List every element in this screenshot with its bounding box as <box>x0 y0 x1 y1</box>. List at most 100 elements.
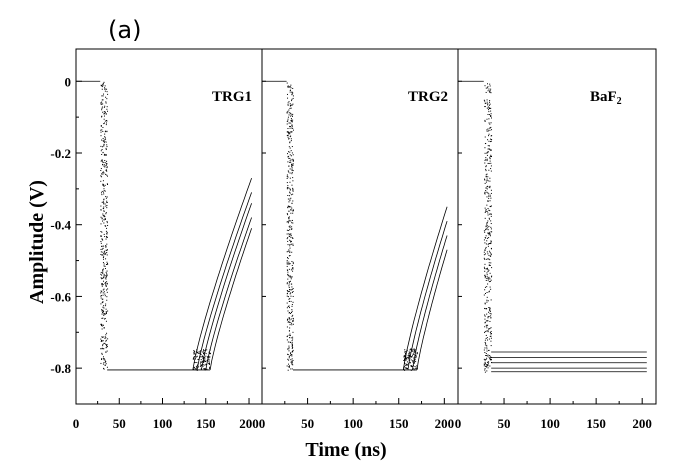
edge-sample <box>487 317 489 319</box>
edge-sample <box>490 113 492 115</box>
edge-sample <box>485 170 487 172</box>
recovery-sample <box>193 367 195 369</box>
recovery-sample <box>200 359 202 361</box>
edge-sample <box>292 338 294 340</box>
edge-sample <box>286 182 288 184</box>
edge-sample <box>486 160 488 162</box>
edge-sample <box>287 86 289 88</box>
recovery-sample <box>193 356 195 358</box>
edge-sample <box>104 293 106 295</box>
channel-label-baf2-base: BaF <box>590 89 617 105</box>
edge-sample <box>102 270 104 272</box>
edge-sample <box>103 165 105 167</box>
recovery-sample <box>196 351 198 353</box>
edge-sample <box>484 315 486 317</box>
edge-sample <box>490 154 492 156</box>
edge-sample <box>488 186 490 188</box>
edge-sample <box>489 160 491 162</box>
edge-sample <box>489 328 491 330</box>
edge-sample <box>105 258 107 260</box>
edge-sample <box>288 276 290 278</box>
edge-sample <box>100 102 102 104</box>
edge-sample <box>101 176 103 178</box>
recovery-sample <box>206 368 208 370</box>
edge-sample <box>484 263 486 265</box>
edge-sample <box>487 229 489 231</box>
edge-sample <box>104 337 106 339</box>
edge-sample <box>291 288 293 290</box>
y-tick-label: -0.2 <box>50 146 71 161</box>
edge-sample <box>486 178 488 180</box>
recovery-sample <box>411 366 413 368</box>
edge-sample <box>104 313 106 315</box>
recovery-sample <box>208 357 210 359</box>
edge-sample <box>487 104 489 106</box>
edge-sample <box>487 237 489 239</box>
edge-sample <box>106 196 108 198</box>
edge-sample <box>486 325 488 327</box>
edge-sample <box>486 350 488 352</box>
edge-sample <box>107 310 109 312</box>
edge-sample <box>290 318 292 320</box>
recovery-trace <box>412 235 448 370</box>
edge-sample <box>291 311 293 313</box>
edge-sample <box>291 286 293 288</box>
edge-sample <box>100 168 102 170</box>
edge-sample <box>287 170 289 172</box>
edge-sample <box>291 345 293 347</box>
recovery-trace <box>201 203 252 370</box>
edge-sample <box>106 283 108 285</box>
edge-sample <box>102 289 104 291</box>
edge-sample <box>487 226 489 228</box>
edge-sample <box>100 295 102 297</box>
edge-sample <box>484 106 486 108</box>
edge-sample <box>100 297 102 299</box>
edge-sample <box>487 192 489 194</box>
edge-sample <box>102 161 104 163</box>
edge-sample <box>106 233 108 235</box>
edge-sample <box>103 115 105 117</box>
edge-sample <box>103 327 105 329</box>
edge-sample <box>100 292 102 294</box>
edge-sample <box>101 116 103 118</box>
edge-sample <box>289 198 291 200</box>
edge-sample <box>102 84 104 86</box>
edge-sample <box>484 231 486 233</box>
edge-sample <box>488 133 490 135</box>
edge-sample <box>106 344 108 346</box>
edge-sample <box>291 173 293 175</box>
edge-sample <box>288 363 290 365</box>
edge-sample <box>488 140 490 142</box>
recovery-sample <box>410 359 412 361</box>
edge-sample <box>489 123 491 125</box>
edge-sample <box>289 192 291 194</box>
recovery-sample <box>403 367 405 369</box>
recovery-sample <box>209 363 211 365</box>
edge-sample <box>103 106 105 108</box>
edge-sample <box>490 122 492 124</box>
edge-sample <box>490 333 492 335</box>
edge-sample <box>286 153 288 155</box>
edge-sample <box>484 351 486 353</box>
edge-sample <box>105 339 107 341</box>
edge-sample <box>103 81 105 83</box>
edge-sample <box>489 213 491 215</box>
edge-sample <box>286 261 288 263</box>
edge-sample <box>490 231 492 233</box>
edge-sample <box>486 308 488 310</box>
edge-sample <box>106 120 108 122</box>
recovery-sample <box>408 351 410 353</box>
x-tick-label: 200 <box>239 416 259 431</box>
edge-sample <box>105 285 107 287</box>
edge-sample <box>104 161 106 163</box>
edge-sample <box>486 291 488 293</box>
edge-sample <box>286 221 288 223</box>
edge-sample <box>100 235 102 237</box>
edge-sample <box>105 278 107 280</box>
edge-sample <box>103 123 105 125</box>
edge-sample <box>105 122 107 124</box>
edge-sample <box>287 305 289 307</box>
edge-sample <box>101 231 103 233</box>
edge-sample <box>102 180 104 182</box>
edge-sample <box>486 186 488 188</box>
